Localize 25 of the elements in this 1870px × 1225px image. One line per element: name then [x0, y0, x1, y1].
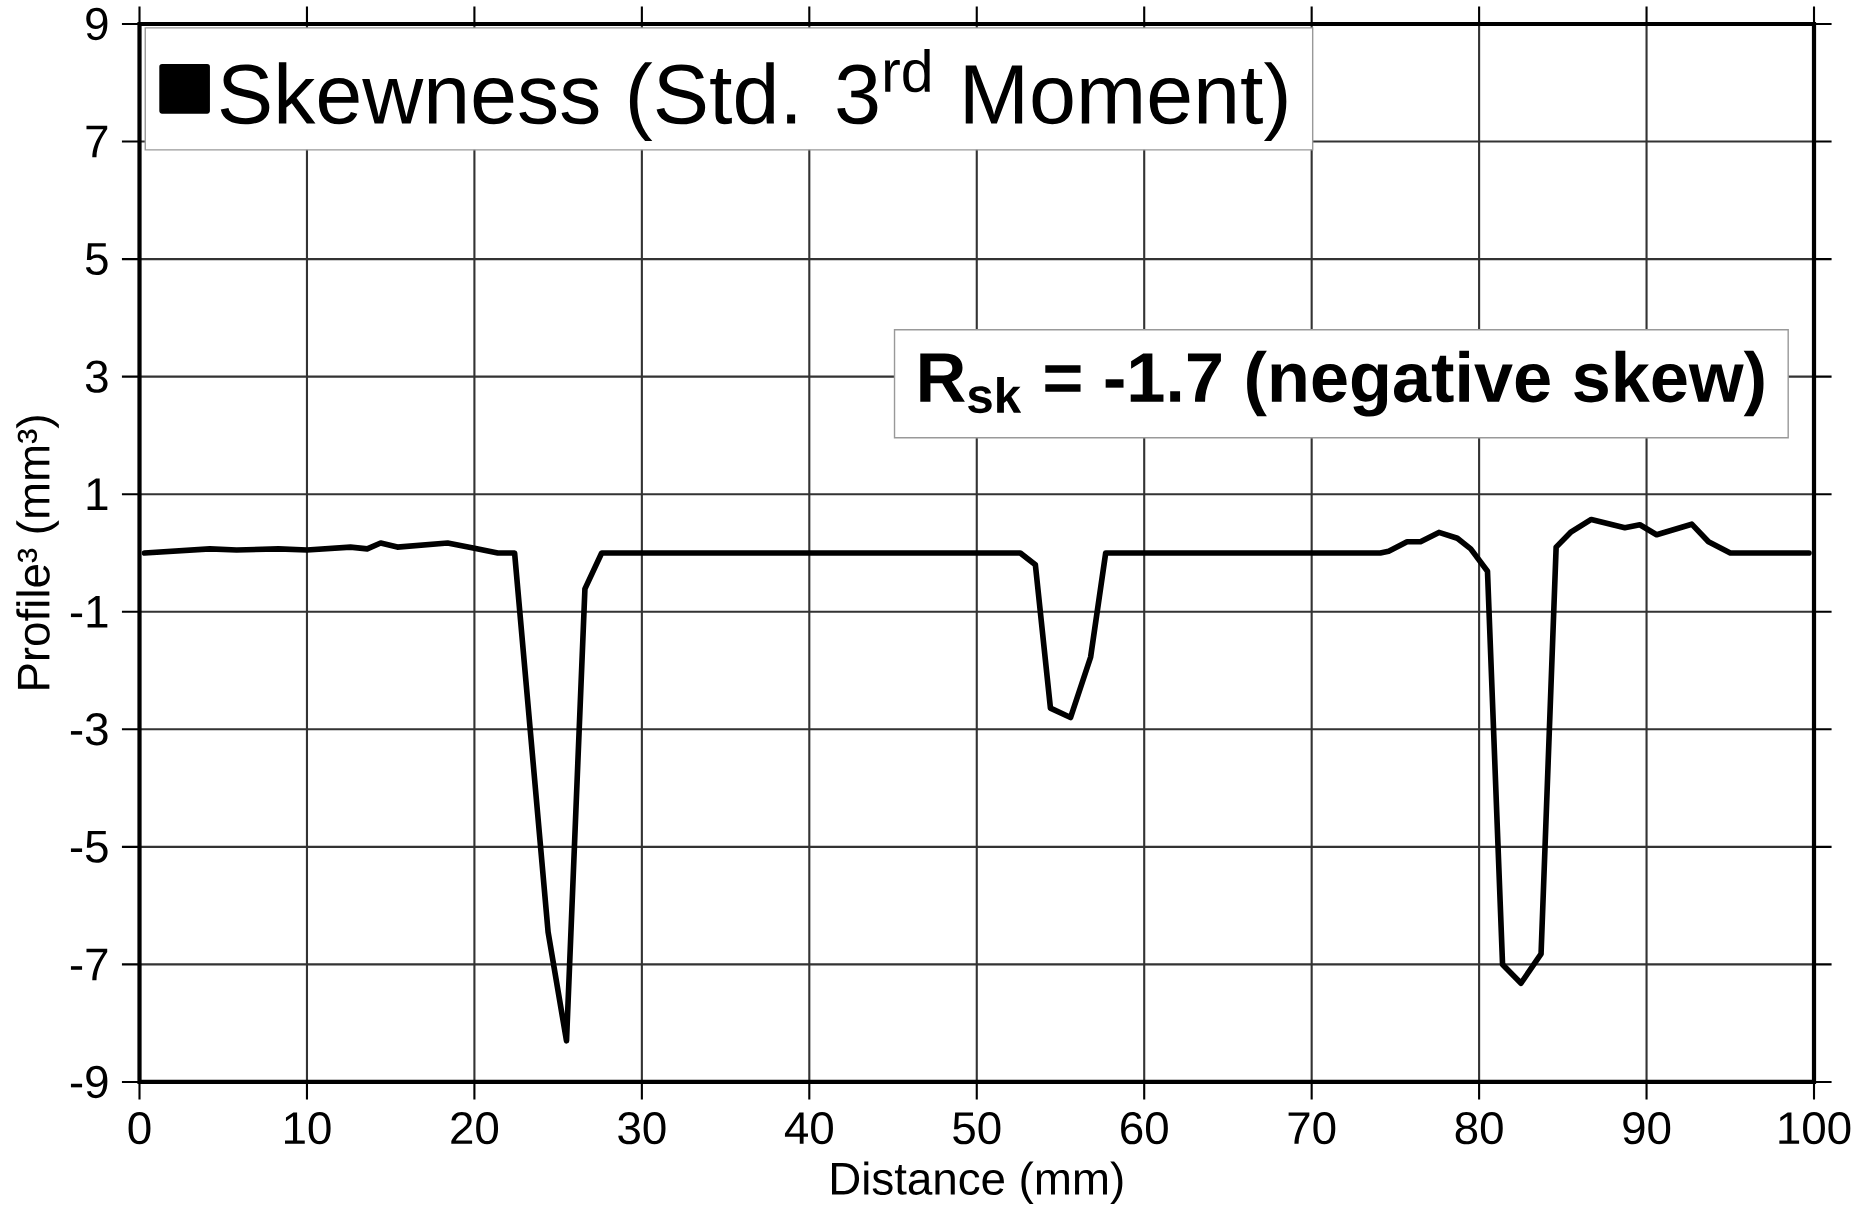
x-tick-label: 80 — [1455, 1111, 1503, 1145]
x-tick-label: 50 — [953, 1111, 1001, 1145]
x-tick-label: 70 — [1288, 1111, 1336, 1145]
y-tick-label: 9 — [86, 7, 108, 41]
y-tick-label: -3 — [70, 713, 108, 746]
x-tick-label: 90 — [1623, 1111, 1671, 1145]
x-tick-label: 30 — [618, 1111, 666, 1145]
y-tick-label: -7 — [70, 948, 108, 981]
y-tick-label: -1 — [70, 596, 108, 628]
x-tick-label: 40 — [784, 1111, 833, 1145]
y-tick-label: 1 — [87, 478, 108, 510]
y-tick-label: 7 — [86, 125, 108, 158]
x-tick-label: 20 — [451, 1111, 499, 1145]
x-tick-label: 100 — [1779, 1111, 1851, 1145]
x-tick-label: 0 — [128, 1111, 151, 1145]
y-tick-label: 3 — [85, 360, 108, 393]
x-tick-label: 10 — [285, 1111, 331, 1145]
y-axis-title: Profile³ (mm³) — [16, 416, 59, 689]
y-tick-label: 5 — [85, 243, 108, 276]
y-tick-label: -9 — [70, 1065, 108, 1099]
y-tick-label: -5 — [70, 830, 108, 863]
text: R$_{sk}$ = -1.7 (negative skew) — [920, 350, 1764, 417]
legend-label: Skewness (Std. 3$^{rd}$ Moment) — [220, 48, 1287, 141]
x-axis-title: Distance (mm) — [832, 1161, 1123, 1205]
x-tick-label: 60 — [1121, 1111, 1168, 1145]
